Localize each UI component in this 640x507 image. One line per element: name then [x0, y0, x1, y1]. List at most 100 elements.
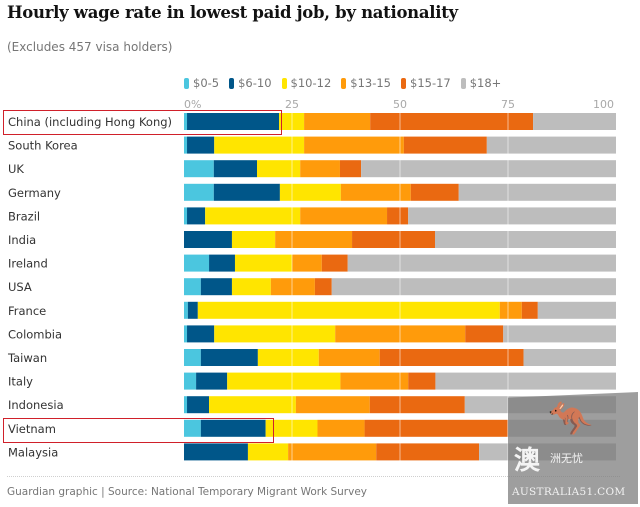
bar-segment [503, 325, 616, 343]
bar-segment [184, 160, 214, 178]
bar-segment [387, 207, 409, 225]
bar-segment [231, 278, 271, 296]
bar-segment [184, 113, 188, 130]
bar-segment [521, 301, 538, 319]
bar-segment [340, 372, 409, 390]
bar-segment [184, 372, 197, 390]
bar-segment [537, 301, 616, 319]
bar-segment [523, 349, 616, 366]
bar-segment [379, 349, 524, 366]
bar-segment [184, 301, 188, 319]
bar-segment [435, 372, 616, 390]
legend-item: $0-5 [184, 76, 219, 90]
category-label: Germany [8, 186, 61, 200]
bar-segment [340, 183, 411, 201]
legend: $0-5 $6-10 $10-12 $13-15 $15-17 $18+ [184, 76, 501, 90]
category-label: South Korea [8, 139, 78, 153]
bar-segment [486, 136, 616, 154]
bar-segment [187, 136, 215, 154]
watermark: 🦘 澳 洲无忧 AUSTRALIA51.COM [508, 392, 638, 504]
bar-segment [279, 183, 341, 201]
bar-segment [184, 419, 201, 437]
legend-swatch [341, 77, 347, 89]
bar-segment [209, 396, 296, 414]
bar-segment [257, 349, 319, 366]
bar-segment [376, 443, 480, 461]
bar-segment [331, 278, 616, 296]
bar-segment [314, 278, 332, 296]
bar-segment [213, 183, 280, 201]
x-tick-label: 25 [285, 98, 299, 111]
legend-label: $18+ [469, 76, 502, 90]
legend-label: $10-12 [290, 76, 332, 90]
bar-segment [434, 231, 616, 248]
bar-segment [318, 349, 380, 366]
category-label: India [8, 233, 36, 247]
chart-subtitle: (Excludes 457 visa holders) [7, 40, 173, 54]
bar-segment [533, 113, 616, 130]
bar-segment [197, 301, 500, 319]
bar-segment [187, 396, 210, 414]
x-tick-label: 100 [593, 98, 614, 111]
bar-segment [295, 396, 370, 414]
bar-segment [187, 113, 280, 130]
category-label: Ireland [8, 257, 48, 271]
bar-segment [361, 160, 616, 178]
bar-segment [364, 419, 508, 437]
bar-segment [214, 136, 305, 154]
x-tick-label: 75 [501, 98, 515, 111]
bar-segment [200, 278, 232, 296]
bar-segment [275, 231, 353, 248]
category-label: Vietnam [8, 422, 56, 436]
category-label: Brazil [8, 209, 40, 223]
bar-segment [317, 419, 365, 437]
stacked-bar-chart: 0% 25 50 75 100 China (including Hong Kong) So… [7, 98, 616, 467]
bar-segment [270, 278, 315, 296]
bar-segment [369, 396, 465, 414]
bar-segment [234, 254, 292, 272]
legend-item: $13-15 [341, 76, 391, 90]
bar-segment [292, 254, 322, 272]
bar-segment [458, 183, 616, 201]
bar-segment [187, 325, 215, 343]
legend-swatch [460, 77, 466, 89]
bar-segment [352, 231, 435, 248]
category-label: France [8, 304, 46, 318]
bar-segment [187, 301, 198, 319]
legend-label: $6-10 [238, 76, 272, 90]
footer-divider [7, 476, 620, 477]
category-label: Taiwan [7, 351, 47, 365]
category-label: UK [8, 162, 24, 176]
bar-segment [184, 325, 188, 343]
legend-swatch [281, 77, 287, 89]
kangaroo-icon: 🦘 [548, 399, 593, 440]
source-footer: Guardian graphic | Source: National Temp… [7, 486, 368, 498]
bar-segment [184, 207, 188, 225]
category-label: China (including Hong Kong) [8, 115, 172, 129]
bar-segment [184, 254, 210, 272]
bar-segment [200, 349, 258, 366]
bar-segment [304, 113, 371, 130]
bar-segment [205, 207, 301, 225]
x-tick-label: 0% [184, 98, 201, 111]
bar-segment [184, 183, 214, 201]
legend-item: $10-12 [281, 76, 332, 90]
bar-segment [410, 183, 459, 201]
category-label: USA [8, 280, 32, 294]
bar-segment [408, 207, 616, 225]
bar-segment [247, 443, 289, 461]
bar-segment [465, 325, 504, 343]
bar-segment [257, 160, 301, 178]
watermark-cn-char: 澳 [514, 446, 541, 476]
bar-segment [300, 207, 388, 225]
category-label: Colombia [8, 327, 62, 341]
bar-segment [214, 325, 336, 343]
bar-segment [184, 443, 248, 461]
legend-swatch [184, 77, 189, 89]
bar-segment [347, 254, 616, 272]
bar-segment [209, 254, 235, 272]
legend-swatch [401, 77, 406, 89]
x-tick-label: 50 [393, 98, 407, 111]
bar-segment [321, 254, 348, 272]
bar-segment [200, 419, 266, 437]
